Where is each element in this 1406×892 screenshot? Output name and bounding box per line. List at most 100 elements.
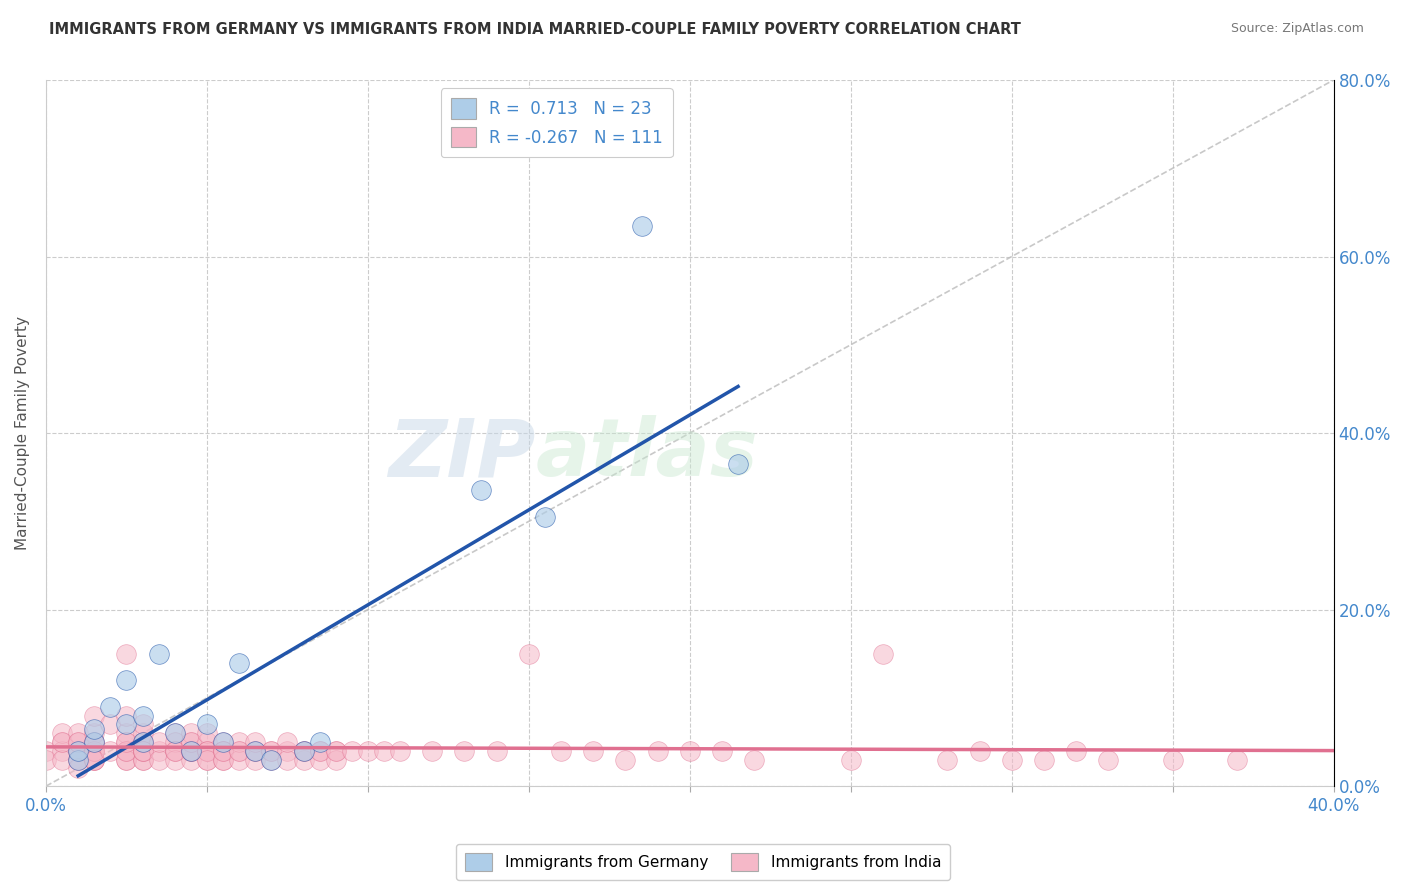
Point: [180, 744, 202, 758]
Point: [115, 673, 138, 688]
Point: [131, 744, 153, 758]
Point: [679, 744, 702, 758]
Point: [67, 744, 90, 758]
Point: [245, 744, 267, 758]
Point: [839, 753, 862, 767]
Point: [115, 753, 138, 767]
Point: [1097, 753, 1119, 767]
Point: [727, 457, 749, 471]
Point: [131, 744, 153, 758]
Point: [67, 735, 90, 749]
Point: [212, 753, 235, 767]
Point: [325, 753, 347, 767]
Point: [212, 753, 235, 767]
Point: [276, 744, 298, 758]
Point: [115, 735, 138, 749]
Point: [389, 744, 412, 758]
Point: [195, 753, 218, 767]
Point: [292, 744, 315, 758]
Point: [212, 744, 235, 758]
Point: [51, 744, 73, 758]
Point: [131, 753, 153, 767]
Point: [83, 753, 105, 767]
Point: [195, 753, 218, 767]
Point: [276, 753, 298, 767]
Point: [83, 735, 105, 749]
Point: [148, 647, 170, 661]
Point: [245, 744, 267, 758]
Legend: R =  0.713   N = 23, R = -0.267   N = 111: R = 0.713 N = 23, R = -0.267 N = 111: [440, 88, 672, 157]
Point: [969, 744, 991, 758]
Point: [292, 744, 315, 758]
Point: [83, 722, 105, 736]
Text: IMMIGRANTS FROM GERMANY VS IMMIGRANTS FROM INDIA MARRIED-COUPLE FAMILY POVERTY C: IMMIGRANTS FROM GERMANY VS IMMIGRANTS FR…: [49, 22, 1021, 37]
Point: [453, 744, 475, 758]
Point: [228, 656, 250, 670]
Point: [83, 744, 105, 758]
Point: [115, 744, 138, 758]
Point: [115, 735, 138, 749]
Point: [67, 753, 90, 767]
Point: [180, 735, 202, 749]
Point: [614, 753, 637, 767]
Point: [325, 744, 347, 758]
Point: [148, 744, 170, 758]
Point: [517, 647, 540, 661]
Point: [131, 726, 153, 740]
Point: [195, 744, 218, 758]
Point: [98, 699, 121, 714]
Point: [1032, 753, 1054, 767]
Point: [131, 735, 153, 749]
Point: [260, 753, 283, 767]
Point: [373, 744, 395, 758]
Point: [340, 744, 363, 758]
Point: [872, 647, 894, 661]
Point: [357, 744, 380, 758]
Point: [260, 753, 283, 767]
Point: [1064, 744, 1087, 758]
Point: [163, 753, 186, 767]
Point: [148, 735, 170, 749]
Point: [163, 744, 186, 758]
Point: [228, 744, 250, 758]
Point: [742, 753, 765, 767]
Point: [67, 753, 90, 767]
Point: [148, 753, 170, 767]
Point: [163, 744, 186, 758]
Point: [550, 744, 572, 758]
Legend: Immigrants from Germany, Immigrants from India: Immigrants from Germany, Immigrants from…: [456, 844, 950, 880]
Point: [115, 726, 138, 740]
Point: [420, 744, 443, 758]
Point: [195, 744, 218, 758]
Text: atlas: atlas: [536, 416, 758, 493]
Point: [180, 744, 202, 758]
Point: [163, 726, 186, 740]
Point: [180, 744, 202, 758]
Point: [195, 717, 218, 731]
Point: [308, 744, 330, 758]
Point: [647, 744, 669, 758]
Point: [308, 753, 330, 767]
Point: [83, 735, 105, 749]
Point: [228, 753, 250, 767]
Point: [83, 735, 105, 749]
Point: [228, 735, 250, 749]
Point: [83, 744, 105, 758]
Point: [212, 735, 235, 749]
Point: [180, 735, 202, 749]
Point: [131, 753, 153, 767]
Point: [35, 744, 58, 758]
Text: ZIP: ZIP: [388, 416, 536, 493]
Point: [67, 744, 90, 758]
Point: [163, 735, 186, 749]
Point: [936, 753, 959, 767]
Point: [245, 735, 267, 749]
Point: [228, 744, 250, 758]
Point: [212, 735, 235, 749]
Point: [711, 744, 734, 758]
Point: [276, 735, 298, 749]
Point: [131, 744, 153, 758]
Point: [115, 647, 138, 661]
Point: [1161, 753, 1184, 767]
Point: [67, 762, 90, 776]
